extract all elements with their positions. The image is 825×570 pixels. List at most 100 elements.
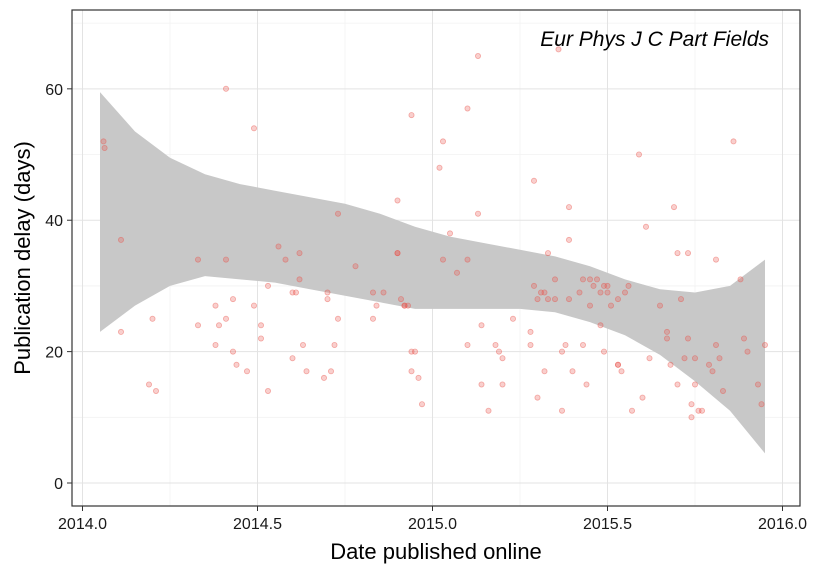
data-point: [212, 302, 219, 309]
data-point: [555, 46, 562, 53]
data-point: [334, 315, 341, 322]
data-point: [737, 276, 744, 283]
data-point: [233, 361, 240, 368]
data-point: [401, 302, 408, 309]
data-point: [499, 381, 506, 388]
data-point: [699, 407, 706, 414]
data-point: [194, 256, 201, 263]
data-point: [101, 144, 108, 151]
data-point: [601, 348, 608, 355]
data-point: [485, 407, 492, 414]
data-point: [243, 368, 250, 375]
data-point: [720, 387, 727, 394]
data-point: [257, 322, 264, 329]
data-point: [439, 138, 446, 145]
data-point: [446, 230, 453, 237]
data-point: [531, 282, 538, 289]
data-point: [289, 355, 296, 362]
data-point: [615, 296, 622, 303]
data-point: [411, 348, 418, 355]
data-point: [615, 361, 622, 368]
x-tick-label: 2014.0: [58, 516, 107, 533]
data-point: [608, 302, 615, 309]
data-point: [559, 407, 566, 414]
data-point: [587, 276, 594, 283]
data-point: [453, 269, 460, 276]
data-point: [685, 335, 692, 342]
data-point: [692, 381, 699, 388]
data-point: [509, 315, 516, 322]
data-point: [583, 381, 590, 388]
data-point: [552, 276, 559, 283]
data-point: [215, 322, 222, 329]
data-point: [716, 355, 723, 362]
y-axis-title: Publication delay (days): [10, 141, 35, 375]
data-point: [681, 355, 688, 362]
data-point: [597, 322, 604, 329]
data-point: [474, 210, 481, 217]
data-point: [601, 282, 608, 289]
data-point: [639, 394, 646, 401]
data-point: [706, 361, 713, 368]
data-point: [464, 105, 471, 112]
panel-border: [71, 9, 801, 507]
data-point: [643, 223, 650, 230]
data-point: [566, 204, 573, 211]
x-axis-ticks: 2014.0 2014.5 2015.0 2015.5 2016.0: [58, 506, 807, 533]
data-point: [495, 348, 502, 355]
data-point: [408, 368, 415, 375]
data-point: [264, 387, 271, 394]
data-point: [580, 276, 587, 283]
data-point: [264, 282, 271, 289]
data-point: [636, 151, 643, 158]
data-point: [755, 381, 762, 388]
data-point: [527, 341, 534, 348]
data-point: [296, 250, 303, 257]
data-point: [212, 341, 219, 348]
data-point: [394, 197, 401, 204]
data-point: [499, 355, 506, 362]
data-point: [685, 250, 692, 257]
data-point: [145, 381, 152, 388]
data-point: [436, 164, 443, 171]
x-tick-label: 2016.0: [758, 516, 807, 533]
data-point: [222, 315, 229, 322]
data-point: [324, 289, 331, 296]
data-point: [229, 348, 236, 355]
data-point: [327, 368, 334, 375]
data-point: [688, 401, 695, 408]
data-point: [534, 296, 541, 303]
data-point: [250, 302, 257, 309]
data-point: [590, 282, 597, 289]
data-point: [352, 263, 359, 270]
data-point: [566, 296, 573, 303]
data-point: [758, 401, 765, 408]
data-point: [194, 322, 201, 329]
data-point: [492, 341, 499, 348]
data-point: [657, 302, 664, 309]
data-point: [552, 296, 559, 303]
data-point: [604, 282, 611, 289]
data-point: [303, 368, 310, 375]
data-point: [408, 112, 415, 119]
data-point: [713, 256, 720, 263]
data-point: [541, 368, 548, 375]
data-point: [331, 341, 338, 348]
data-point: [688, 414, 695, 421]
x-axis-title: Date published online: [330, 539, 542, 564]
data-point: [275, 243, 282, 250]
data-point: [334, 210, 341, 217]
data-point: [380, 289, 387, 296]
data-point: [401, 302, 408, 309]
y-tick-label: 20: [45, 345, 63, 362]
data-point: [604, 289, 611, 296]
data-point: [320, 374, 327, 381]
y-axis-ticks: 0 20 40 60: [45, 82, 72, 493]
y-tick-label: 40: [45, 213, 63, 230]
data-point: [531, 177, 538, 184]
data-point: [299, 341, 306, 348]
data-point: [296, 276, 303, 283]
data-point: [152, 387, 159, 394]
data-point: [534, 394, 541, 401]
data-point: [695, 407, 702, 414]
